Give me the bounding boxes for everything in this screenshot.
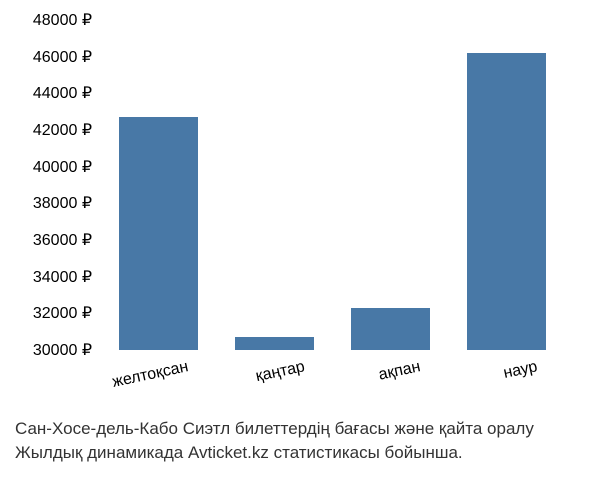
x-tick-label: наур [502, 358, 539, 383]
y-tick-label: 32000 ₽ [33, 303, 92, 323]
y-tick-label: 38000 ₽ [33, 193, 92, 213]
chart-caption-line-2: Жылдық динамикада Avticket.kz статистика… [15, 442, 595, 465]
y-tick-label: 44000 ₽ [33, 83, 92, 103]
x-tick-label: қаңтар [254, 358, 306, 386]
y-tick-label: 34000 ₽ [33, 267, 92, 287]
y-tick-label: 46000 ₽ [33, 47, 92, 67]
y-tick-label: 48000 ₽ [33, 10, 92, 30]
y-tick-label: 42000 ₽ [33, 120, 92, 140]
bar-ақпан [351, 308, 430, 350]
bar-желтоқсан [119, 117, 198, 350]
bar-наур [467, 53, 546, 350]
plot-area [100, 20, 565, 350]
x-tick-label: ақпан [377, 358, 422, 384]
x-tick-label: желтоқсан [111, 358, 190, 392]
price-bar-chart: 30000 ₽ 32000 ₽ 34000 ₽ 36000 ₽ 38000 ₽ 40000… [0, 0, 600, 500]
y-tick-label: 36000 ₽ [33, 230, 92, 250]
y-tick-label: 40000 ₽ [33, 157, 92, 177]
y-tick-label: 30000 ₽ [33, 340, 92, 360]
chart-caption-line-1: Сан-Хосе-дель-Кабо Сиэтл билеттердің бағ… [15, 418, 595, 441]
bar-қаңтар [235, 337, 314, 350]
